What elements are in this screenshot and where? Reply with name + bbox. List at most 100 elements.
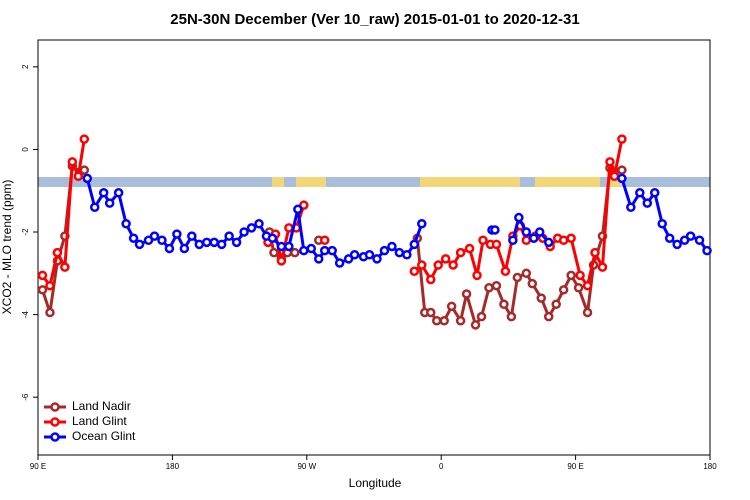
x-tick-label: 90 E bbox=[567, 462, 583, 471]
legend-marker bbox=[50, 432, 60, 442]
data-point bbox=[209, 237, 219, 248]
data-point bbox=[679, 235, 690, 246]
data-point bbox=[224, 231, 234, 241]
data-point bbox=[79, 165, 90, 175]
data-point bbox=[617, 134, 627, 144]
data-point bbox=[566, 233, 576, 243]
data-point bbox=[551, 299, 561, 310]
data-point bbox=[521, 268, 532, 279]
data-point bbox=[672, 239, 682, 250]
data-point bbox=[521, 235, 532, 246]
data-point bbox=[558, 235, 569, 246]
data-point bbox=[609, 171, 620, 182]
data-point bbox=[37, 270, 48, 281]
data-point bbox=[478, 235, 488, 246]
data-point bbox=[491, 239, 502, 250]
data-point bbox=[364, 249, 375, 260]
series-line bbox=[41, 164, 623, 327]
data-point bbox=[89, 202, 100, 212]
y-tick-label: -2 bbox=[21, 228, 30, 236]
y-tick-label: -6 bbox=[21, 393, 30, 401]
data-point bbox=[558, 285, 569, 295]
y-tick-label: -4 bbox=[21, 311, 30, 319]
data-point bbox=[575, 270, 585, 281]
data-point bbox=[293, 204, 303, 215]
data-point bbox=[134, 239, 145, 250]
data-point bbox=[455, 247, 466, 258]
data-point bbox=[506, 311, 517, 322]
data-point bbox=[269, 247, 279, 258]
x-axis-label: Longitude bbox=[349, 476, 402, 490]
data-point bbox=[349, 249, 360, 260]
legend-label: Land Nadir bbox=[72, 399, 131, 413]
data-point bbox=[52, 247, 63, 258]
data-point bbox=[409, 239, 420, 250]
data-point bbox=[37, 285, 48, 295]
data-point bbox=[299, 245, 309, 256]
data-point bbox=[582, 307, 593, 318]
data-point bbox=[104, 198, 115, 208]
legend-marker bbox=[50, 417, 60, 427]
x-tick-label: 90 E bbox=[30, 462, 46, 471]
x-tick-label: 90 W bbox=[297, 462, 316, 471]
y-axis-label: XCO2 - MLO trend (ppm) bbox=[0, 180, 14, 315]
land-strip bbox=[272, 177, 284, 187]
data-point bbox=[113, 188, 124, 198]
data-point bbox=[319, 245, 330, 256]
ocean-strip bbox=[38, 177, 710, 187]
data-point bbox=[514, 212, 524, 223]
data-point bbox=[306, 243, 317, 254]
data-point bbox=[231, 237, 242, 248]
land-strip bbox=[296, 177, 326, 187]
data-point bbox=[79, 134, 90, 144]
data-point bbox=[82, 173, 93, 184]
x-tick-label: 180 bbox=[166, 462, 180, 471]
data-point bbox=[394, 247, 405, 258]
data-point bbox=[461, 289, 472, 299]
data-point bbox=[431, 316, 442, 326]
data-point bbox=[535, 227, 545, 237]
data-point bbox=[121, 219, 131, 229]
data-point bbox=[387, 241, 397, 252]
data-point bbox=[379, 245, 390, 256]
data-point bbox=[267, 233, 278, 243]
data-point bbox=[439, 316, 449, 326]
legend-marker bbox=[50, 402, 60, 412]
data-point bbox=[343, 254, 354, 264]
data-point bbox=[446, 301, 457, 312]
data-point bbox=[372, 254, 382, 264]
data-point bbox=[128, 233, 139, 243]
data-point bbox=[313, 254, 324, 264]
data-point bbox=[582, 280, 593, 291]
data-point bbox=[425, 307, 436, 318]
data-point bbox=[657, 219, 667, 229]
y-tick-label: 2 bbox=[21, 64, 30, 69]
data-point bbox=[417, 260, 427, 270]
data-point bbox=[605, 157, 615, 167]
land-mask-strip bbox=[38, 177, 710, 187]
data-point bbox=[143, 235, 154, 246]
land-strip bbox=[608, 177, 622, 187]
data-point bbox=[179, 243, 190, 254]
data-point bbox=[472, 270, 482, 281]
land-strip bbox=[420, 177, 520, 187]
data-point bbox=[642, 198, 653, 208]
data-point bbox=[164, 243, 175, 254]
data-point bbox=[433, 260, 443, 270]
data-point bbox=[484, 283, 494, 293]
data-point bbox=[508, 235, 518, 246]
data-point bbox=[455, 316, 466, 326]
data-point bbox=[299, 200, 309, 210]
data-point bbox=[157, 235, 167, 246]
data-point bbox=[476, 311, 487, 322]
legend-label: Land Glint bbox=[72, 414, 127, 428]
data-point bbox=[500, 266, 511, 276]
data-point bbox=[626, 202, 636, 212]
data-point bbox=[464, 243, 475, 254]
data-point bbox=[334, 258, 345, 268]
data-point bbox=[512, 272, 523, 283]
data-point bbox=[149, 231, 160, 241]
legend-label: Ocean Glint bbox=[72, 429, 136, 443]
data-point bbox=[685, 231, 696, 241]
data-point bbox=[425, 274, 436, 285]
